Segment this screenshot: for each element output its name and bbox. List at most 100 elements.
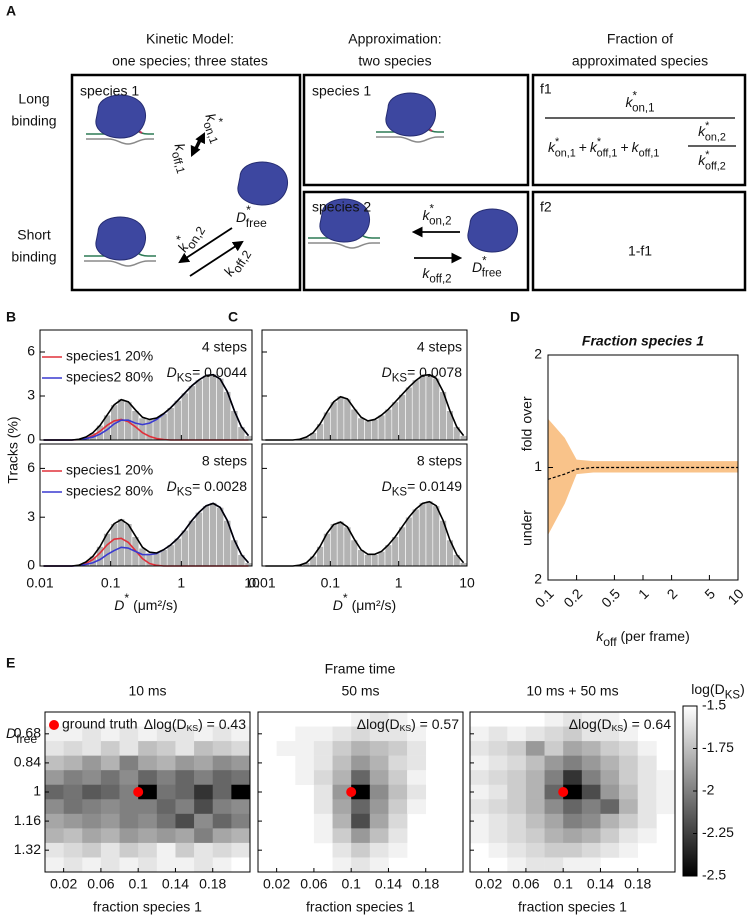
heatmap-cell <box>63 813 83 829</box>
text-part: k <box>590 139 598 155</box>
heatmap-cell <box>175 813 195 829</box>
heatmap-cell <box>82 828 102 844</box>
text-part: = 0.0149 <box>407 478 462 494</box>
heatmap-cell <box>563 799 583 815</box>
heatmap-cell <box>470 726 489 742</box>
histogram-bar <box>418 375 427 441</box>
heatmap-cell <box>100 857 120 873</box>
heatmap-cell <box>600 828 620 844</box>
heatmap-cell <box>525 784 545 800</box>
histogram-bar <box>364 554 372 567</box>
heatmap-cell <box>332 842 352 858</box>
text-part: Δlog(D <box>357 716 400 732</box>
heatmap-cell <box>544 857 564 873</box>
heatmap-cell <box>407 784 427 800</box>
text-part: (μm²/s) <box>129 597 178 613</box>
text-part: KS <box>177 487 193 499</box>
heatmap-cell <box>138 726 158 742</box>
x-axis-label: fraction species 1 <box>306 899 415 915</box>
panel-a-art <box>70 73 747 292</box>
histogram-bar <box>202 375 210 441</box>
heatmap-cell <box>82 842 102 858</box>
plot-frame <box>261 329 468 441</box>
heatmap-cell <box>156 828 176 844</box>
histogram-bar <box>195 379 203 441</box>
heatmap-cell <box>156 813 176 829</box>
heatmap-cell <box>313 828 333 844</box>
x-axis-label: koff (per frame) <box>596 628 690 649</box>
text-part: D <box>472 259 482 275</box>
histogram-bar <box>138 417 147 441</box>
text-part: KS <box>725 690 741 702</box>
text-part: on,1 <box>555 147 576 159</box>
y-side-label: under <box>519 510 535 546</box>
text-part: * <box>124 591 129 605</box>
heatmap-cell <box>600 799 620 815</box>
heatmap-cell <box>175 828 195 844</box>
histogram-bar <box>425 500 434 567</box>
histogram-bar <box>364 420 372 441</box>
heatmap-cell <box>231 726 251 742</box>
text-part: * <box>597 136 602 148</box>
heatmap-cell <box>407 741 427 756</box>
heatmap-cell <box>619 726 639 742</box>
x-tick-label: 0.06 <box>87 876 114 892</box>
mean-line <box>547 466 738 480</box>
heatmap-cell <box>45 857 64 873</box>
steps-label: 8 steps <box>417 453 462 469</box>
heatmap-cell <box>212 857 232 873</box>
heatmap-cell <box>332 813 352 829</box>
heatmap-cell <box>351 857 371 873</box>
heatmap-cell <box>175 857 195 873</box>
heatmap-cell <box>212 813 232 829</box>
box-title: f1 <box>540 81 552 97</box>
histogram-bar <box>188 520 196 567</box>
legend-label: species2 80% <box>66 483 153 499</box>
heatmap-cell <box>313 741 333 756</box>
y-tick-label: 1 <box>534 458 542 474</box>
text-part: k <box>422 265 430 281</box>
heatmap-cell <box>581 755 601 771</box>
heatmap-cell <box>563 741 583 756</box>
histogram-bar <box>159 413 168 441</box>
heatmap-cell <box>313 770 333 786</box>
delta-label: Δlog(DKS) = 0.64 <box>569 716 671 734</box>
heatmap-cell <box>82 755 102 771</box>
heatmap-cell <box>119 842 139 858</box>
row-label: Short <box>17 227 51 243</box>
heatmap-cell <box>138 828 158 844</box>
text-part: free <box>246 216 267 230</box>
heatmap-cell <box>119 813 139 829</box>
row-label: Long <box>18 91 49 107</box>
heatmap-cell <box>332 755 352 771</box>
heatmap-cell <box>525 842 545 858</box>
panel-label: D <box>510 309 520 325</box>
heatmap-cell <box>470 784 489 800</box>
text-part: * <box>429 204 434 216</box>
heatmap-cell <box>544 813 564 829</box>
panel-label: A <box>6 3 16 19</box>
heatmap-cell <box>82 813 102 829</box>
y-tick-label: 1 <box>33 783 41 799</box>
histogram-bar <box>202 505 210 567</box>
heatmap-cell <box>351 741 371 756</box>
x-tick-label: 10 <box>459 575 475 591</box>
histogram-bar <box>377 551 386 567</box>
heatmap-cell <box>231 741 251 756</box>
heatmap-cell <box>156 755 176 771</box>
heatmap-cell <box>525 857 545 873</box>
heatmap-cell <box>619 828 639 844</box>
y-tick-label: 6 <box>27 459 35 475</box>
text-part: KS <box>392 487 408 499</box>
heatmap-cell <box>156 726 176 742</box>
heatmap-cell <box>295 741 315 756</box>
uncertainty-band <box>548 418 738 535</box>
text-part: k <box>625 94 633 110</box>
heatmap-cell <box>488 813 508 829</box>
x-tick-label: 1 <box>395 575 403 591</box>
heatmap-cell <box>507 799 527 815</box>
colorbar-tick-label: -1.5 <box>702 697 726 713</box>
heatmap-cell <box>351 828 371 844</box>
heatmap-cell <box>600 813 620 829</box>
heatmap-cell <box>369 842 389 858</box>
